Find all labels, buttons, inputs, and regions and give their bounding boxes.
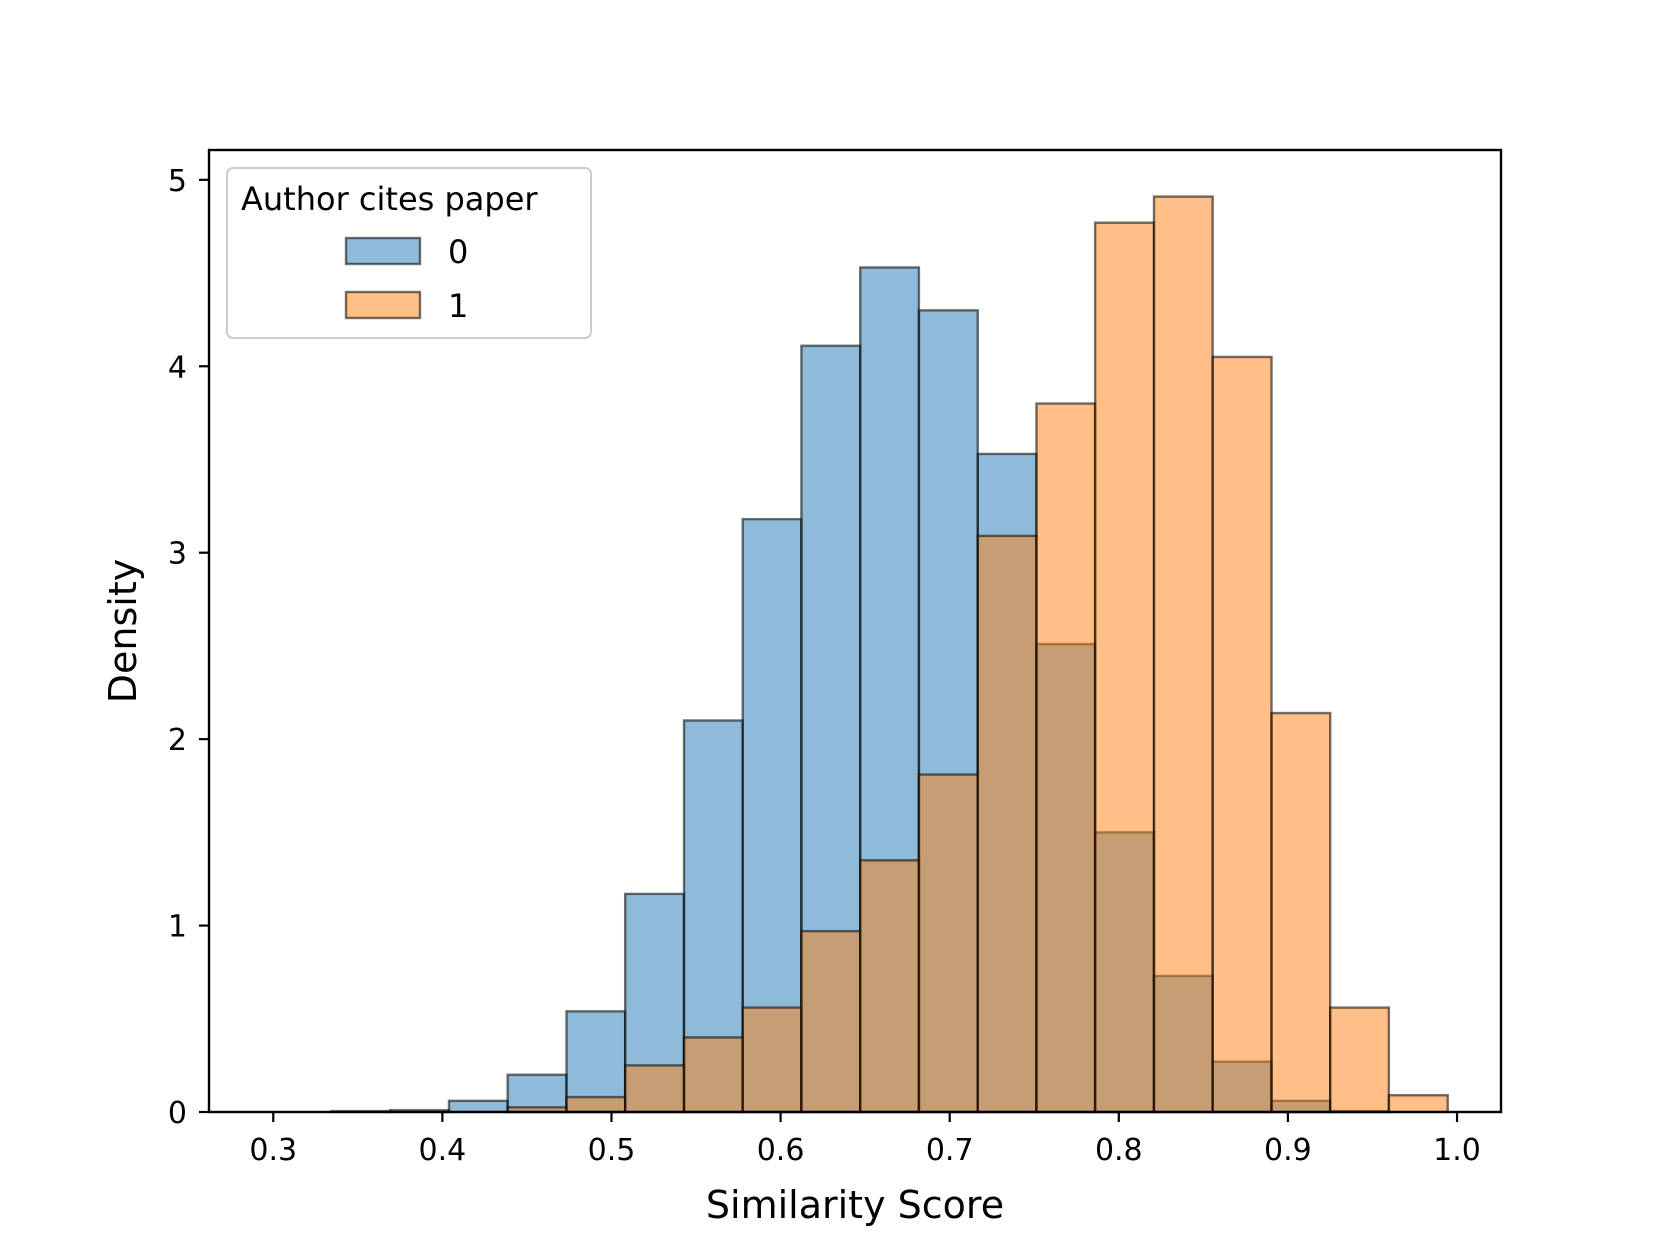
bars-layer <box>330 195 1449 1114</box>
histogram-bar-series-1-bin-19 <box>1387 1094 1449 1114</box>
y-axis-title: Density <box>101 559 145 703</box>
x-axis: 0.3 0.4 0.5 0.6 0.7 0.8 0.9 1.0 <box>249 1112 1481 1168</box>
x-tick-label: 0.7 <box>926 1133 974 1168</box>
legend-label-1: 1 <box>448 287 468 325</box>
x-tick-label: 0.8 <box>1095 1133 1143 1168</box>
plot-frame <box>207 148 1503 1114</box>
y-tick-label: 2 <box>168 723 187 758</box>
y-tick-label: 0 <box>168 1096 187 1131</box>
histogram-bar-series-1-bin-12 <box>976 534 1038 1114</box>
histogram-bar-series-1-bin-15 <box>1152 195 1214 1114</box>
legend-swatch-0 <box>344 236 422 266</box>
x-tick-label: 0.4 <box>419 1133 467 1168</box>
x-tick-label: 1.0 <box>1433 1133 1481 1168</box>
x-axis-title: Similarity Score <box>706 1183 1004 1227</box>
histogram-bar-series-1-bin-11 <box>917 773 979 1114</box>
histogram-bar-series-1-bin-14 <box>1093 221 1156 1114</box>
y-tick-label: 3 <box>168 537 187 572</box>
histogram-bar-series-1-bin-17 <box>1270 711 1332 1114</box>
legend: Author cites paper 0 1 <box>226 167 592 339</box>
x-tick-label: 0.6 <box>757 1133 805 1168</box>
legend-label-0: 0 <box>448 233 468 271</box>
legend-swatch-1 <box>344 290 422 320</box>
histogram-bar-series-1-bin-16 <box>1211 355 1273 1114</box>
histogram-bar-series-1-bin-13 <box>1035 402 1097 1114</box>
y-tick-label: 4 <box>168 350 187 385</box>
histogram-bar-series-1-bin-8 <box>741 1006 803 1114</box>
histogram-bar-series-1-bin-18 <box>1328 1006 1391 1114</box>
histogram-bar-series-1-bin-10 <box>859 859 921 1114</box>
legend-title: Author cites paper <box>241 180 538 218</box>
x-tick-label: 0.5 <box>588 1133 636 1168</box>
histogram-bar-series-1-bin-7 <box>682 1036 744 1114</box>
histogram-bar-series-1-bin-6 <box>623 1064 686 1114</box>
y-tick-label: 1 <box>168 910 187 945</box>
histogram-bar-series-1-bin-9 <box>800 929 862 1114</box>
histogram-bar-series-0-bin-3 <box>447 1099 509 1114</box>
y-tick-label: 5 <box>168 164 187 199</box>
x-tick-label: 0.3 <box>249 1133 297 1168</box>
histogram-bar-series-1-bin-5 <box>565 1095 627 1114</box>
y-axis: 0 1 2 3 4 5 <box>168 164 209 1131</box>
x-tick-label: 0.9 <box>1264 1133 1312 1168</box>
